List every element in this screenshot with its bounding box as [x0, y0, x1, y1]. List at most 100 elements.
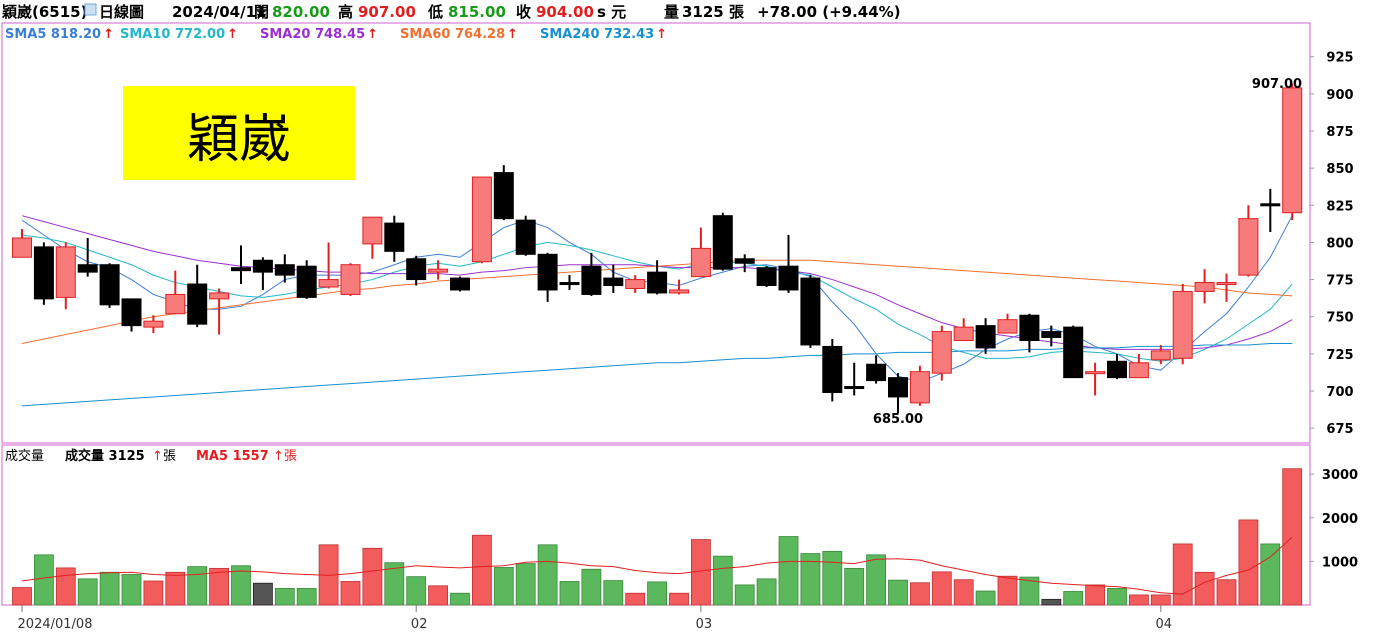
- candle-body: [581, 265, 602, 295]
- sma-legend-item: SMA10 772.00: [120, 27, 225, 42]
- volume-bar: [625, 592, 646, 606]
- candle-body: [537, 253, 558, 291]
- price-tick-label: 850: [1326, 162, 1353, 177]
- candle-body: [471, 176, 492, 263]
- volume-bar: [77, 578, 98, 606]
- volume-bar: [975, 590, 996, 606]
- volume-axis: 1000 2000 3000: [1310, 468, 1358, 570]
- volume-bar: [997, 575, 1018, 606]
- date-label: 2024/04/11: [172, 3, 266, 21]
- x-tick-label: 02: [411, 617, 428, 632]
- volume-tick-label: 2000: [1322, 512, 1358, 527]
- sma-up-arrow-icon: ↑: [367, 27, 378, 42]
- sma-legend-item: SMA20 748.45: [260, 27, 365, 42]
- volume-ma5-line: [21, 536, 1293, 595]
- volume-value: 3125 張: [682, 3, 745, 21]
- volume-bar: [1063, 591, 1084, 606]
- candle-body: [515, 219, 536, 255]
- volume-bar: [953, 579, 974, 606]
- candle-body: [318, 279, 339, 288]
- volume-bar: [493, 567, 514, 606]
- sma-up-arrow-icon: ↑: [227, 27, 238, 42]
- volume-bar: [603, 580, 624, 606]
- volume-bar: [866, 554, 886, 606]
- candle-body: [1128, 362, 1149, 379]
- chart-type-icon[interactable]: [84, 3, 97, 16]
- close-label: 收: [516, 3, 531, 21]
- candle-body: [1172, 290, 1193, 359]
- volume-bar: [1260, 543, 1281, 606]
- volume-bar: [800, 553, 821, 606]
- x-tick-label: 2024/01/08: [18, 617, 93, 632]
- price-tick-label: 925: [1326, 51, 1353, 66]
- sma-legend-item: SMA5 818.20: [5, 27, 101, 42]
- volume-bar: [209, 567, 230, 606]
- volume-bar: [669, 592, 689, 606]
- candle-body: [33, 246, 54, 300]
- candle-body: [143, 320, 164, 328]
- volume-ma-arrow-icon: ↑: [273, 449, 284, 464]
- candle-body: [209, 292, 230, 300]
- x-axis: 2024/01/08 02 03 04: [18, 605, 1173, 632]
- low-label: 低: [427, 3, 443, 21]
- stock-name-box: [123, 86, 355, 180]
- volume-bar: [384, 562, 405, 606]
- volume-bar: [12, 587, 32, 606]
- candle-body: [669, 289, 689, 294]
- volume-ma-label: MA5 1557: [196, 449, 269, 464]
- candle-body: [712, 215, 733, 270]
- volume-bar: [844, 567, 865, 606]
- candle-body: [603, 277, 624, 287]
- volume-bar: [1150, 594, 1171, 606]
- candle-body: [1063, 326, 1084, 379]
- volume-bar: [340, 581, 361, 606]
- volume-bar: [1238, 519, 1259, 606]
- volume-tick-label: 1000: [1322, 555, 1358, 570]
- candle-body: [625, 279, 646, 289]
- volume-ma-unit: 張: [284, 449, 297, 464]
- volume-bar: [691, 539, 711, 606]
- sma-legend-item: SMA60 764.28: [400, 27, 505, 42]
- volume-legend-unit: 張: [163, 449, 176, 464]
- candle-body: [1107, 360, 1127, 379]
- sma-up-arrow-icon: ↑: [507, 27, 518, 42]
- price-tick-label: 675: [1326, 422, 1353, 437]
- volume-bar: [1019, 576, 1040, 606]
- candle-body: [1194, 282, 1215, 292]
- stock-name-box-text: 穎崴: [187, 110, 291, 170]
- change-value: +78.00 (+9.44%): [757, 3, 901, 21]
- candle-body: [362, 216, 383, 245]
- volume-bar: [1129, 594, 1149, 606]
- high-value: 907.00: [358, 3, 416, 21]
- volume-bar: [471, 534, 492, 606]
- candle-body: [1238, 218, 1259, 276]
- volume-bar: [910, 582, 930, 606]
- candle-body: [931, 331, 952, 374]
- volume-bar: [581, 568, 602, 606]
- volume-ma-line: [21, 536, 1293, 595]
- volume-bar: [1282, 468, 1303, 606]
- volume-bar: [99, 571, 120, 606]
- candle-body: [406, 258, 427, 281]
- volume-bar: [778, 536, 799, 606]
- open-value: 820.00: [272, 3, 330, 21]
- volume-bar: [296, 588, 317, 606]
- candle-body: [274, 264, 295, 276]
- candle-body: [778, 265, 799, 291]
- candle-body: [165, 293, 186, 315]
- volume-bar: [1041, 598, 1062, 606]
- high-annotation: 907.00: [1252, 77, 1302, 92]
- volume-label: 量: [664, 3, 679, 21]
- candle-body: [866, 363, 887, 382]
- price-tick-label: 725: [1326, 348, 1353, 363]
- candle-body: [975, 325, 996, 349]
- volume-bar: [537, 544, 558, 606]
- chart-type-label: 日線圖: [99, 3, 144, 21]
- candle-body: [1085, 371, 1106, 375]
- price-tick-label: 900: [1326, 88, 1353, 103]
- candle-body: [997, 319, 1018, 334]
- volume-bar: [34, 554, 54, 606]
- x-tick-label: 04: [1156, 617, 1173, 632]
- candle-body: [450, 277, 470, 291]
